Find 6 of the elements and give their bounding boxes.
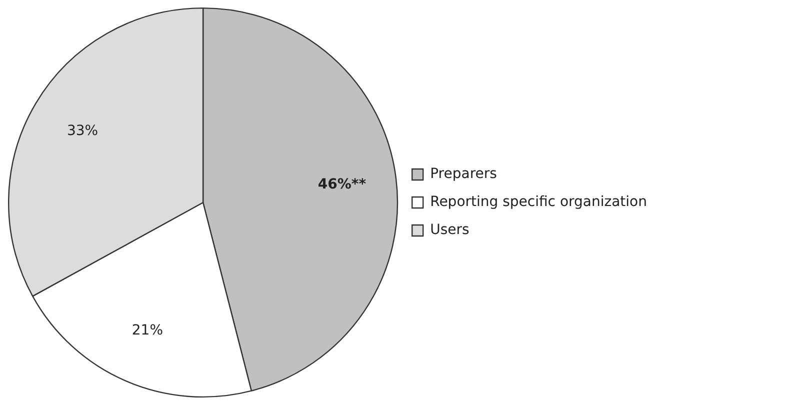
data-label: 33% [66,122,98,139]
data-label: 46%** [318,176,367,193]
legend-label: Preparers [430,166,497,182]
legend-label: Users [430,222,470,238]
data-label: 21% [132,322,164,339]
legend-label: Reporting specific organization [430,194,647,210]
